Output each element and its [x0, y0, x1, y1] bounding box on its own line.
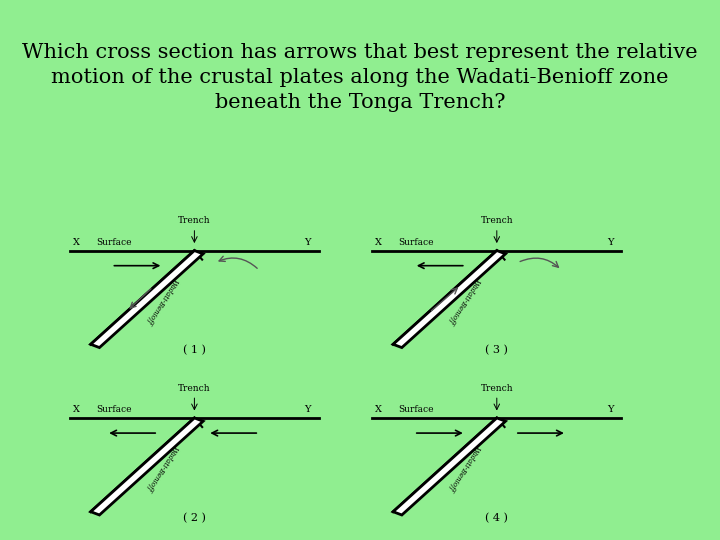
Text: ( 2 ): ( 2 )	[183, 512, 206, 523]
Text: Trench: Trench	[178, 217, 211, 225]
Text: ( 3 ): ( 3 )	[485, 345, 508, 355]
Text: Y: Y	[607, 405, 613, 414]
Text: Wadati-Benioff: Wadati-Benioff	[144, 277, 179, 325]
Text: Y: Y	[305, 238, 311, 247]
Text: ( 4 ): ( 4 )	[485, 512, 508, 523]
Text: Trench: Trench	[480, 217, 513, 225]
Text: X: X	[375, 238, 382, 247]
Text: Surface: Surface	[96, 405, 132, 414]
Text: Y: Y	[607, 238, 613, 247]
Text: Surface: Surface	[398, 405, 434, 414]
Text: X: X	[73, 405, 80, 414]
Text: ( 1 ): ( 1 )	[183, 345, 206, 355]
Text: Surface: Surface	[96, 238, 132, 247]
Text: Trench: Trench	[480, 384, 513, 393]
Polygon shape	[91, 251, 203, 348]
Text: Y: Y	[305, 405, 311, 414]
Text: Wadati-Benioff: Wadati-Benioff	[144, 444, 179, 492]
Text: X: X	[375, 405, 382, 414]
Polygon shape	[393, 251, 505, 348]
Text: Wadati-Benioff: Wadati-Benioff	[446, 444, 482, 492]
Text: Which cross section has arrows that best represent the relative
motion of the cr: Which cross section has arrows that best…	[22, 43, 698, 112]
Polygon shape	[393, 418, 505, 515]
Polygon shape	[91, 418, 203, 515]
Text: Trench: Trench	[178, 384, 211, 393]
Text: Wadati-Benioff: Wadati-Benioff	[446, 277, 482, 325]
Text: X: X	[73, 238, 80, 247]
Text: Surface: Surface	[398, 238, 434, 247]
